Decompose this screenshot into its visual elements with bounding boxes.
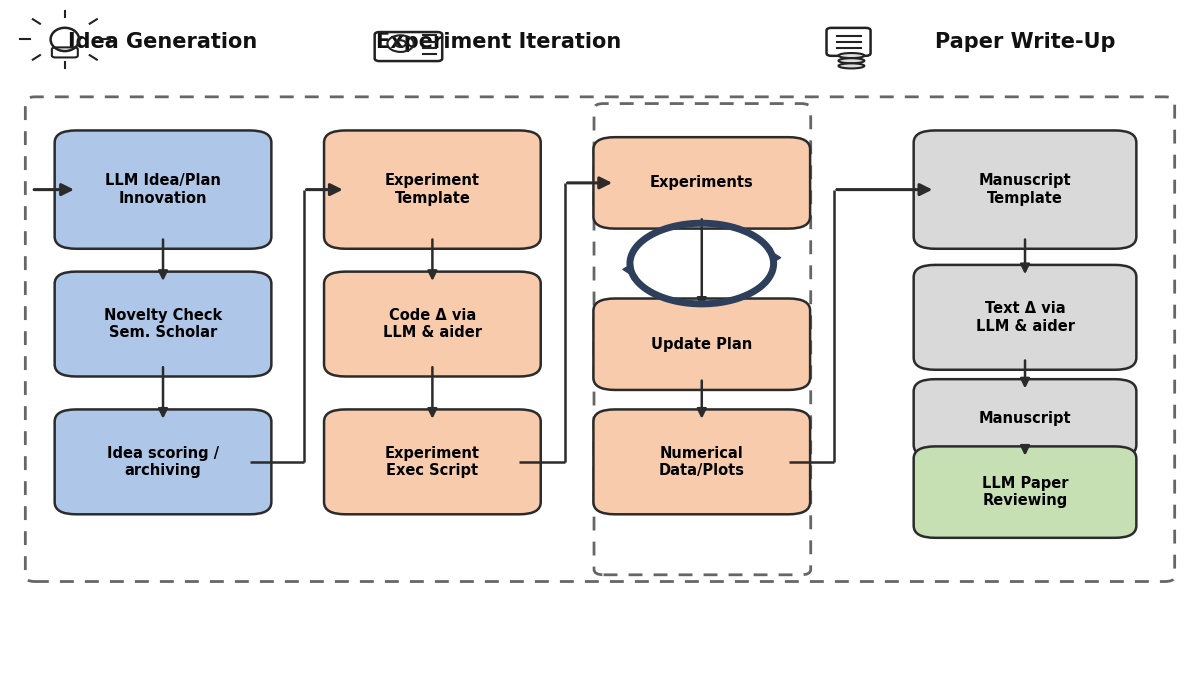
Text: Idea Generation: Idea Generation <box>68 32 258 52</box>
Text: Idea scoring /
archiving: Idea scoring / archiving <box>107 446 220 478</box>
FancyBboxPatch shape <box>913 130 1136 249</box>
FancyBboxPatch shape <box>913 446 1136 538</box>
Text: Update Plan: Update Plan <box>652 337 752 352</box>
Text: Code Δ via
LLM & aider: Code Δ via LLM & aider <box>383 308 482 340</box>
FancyBboxPatch shape <box>324 130 541 249</box>
Text: Experiments: Experiments <box>650 176 754 190</box>
FancyBboxPatch shape <box>594 298 810 390</box>
Ellipse shape <box>839 63 864 68</box>
Text: Novelty Check
Sem. Scholar: Novelty Check Sem. Scholar <box>104 308 222 340</box>
Ellipse shape <box>839 53 864 58</box>
Text: Experiment Iteration: Experiment Iteration <box>376 32 620 52</box>
Text: Experiment
Template: Experiment Template <box>385 173 480 206</box>
Text: Text Δ via
LLM & aider: Text Δ via LLM & aider <box>976 301 1074 333</box>
FancyBboxPatch shape <box>324 271 541 377</box>
Text: Manuscript: Manuscript <box>979 410 1072 426</box>
Text: LLM Paper
Reviewing: LLM Paper Reviewing <box>982 476 1068 508</box>
FancyBboxPatch shape <box>324 410 541 514</box>
Text: LLM Idea/Plan
Innovation: LLM Idea/Plan Innovation <box>106 173 221 206</box>
FancyBboxPatch shape <box>594 137 810 229</box>
Text: Manuscript
Template: Manuscript Template <box>979 173 1072 206</box>
FancyBboxPatch shape <box>55 410 271 514</box>
Text: Paper Write-Up: Paper Write-Up <box>935 32 1115 52</box>
Text: Numerical
Data/Plots: Numerical Data/Plots <box>659 446 745 478</box>
FancyBboxPatch shape <box>913 265 1136 370</box>
FancyBboxPatch shape <box>55 130 271 249</box>
FancyBboxPatch shape <box>55 271 271 377</box>
Text: Experiment
Exec Script: Experiment Exec Script <box>385 446 480 478</box>
FancyBboxPatch shape <box>594 410 810 514</box>
Ellipse shape <box>839 58 864 63</box>
FancyBboxPatch shape <box>913 379 1136 457</box>
